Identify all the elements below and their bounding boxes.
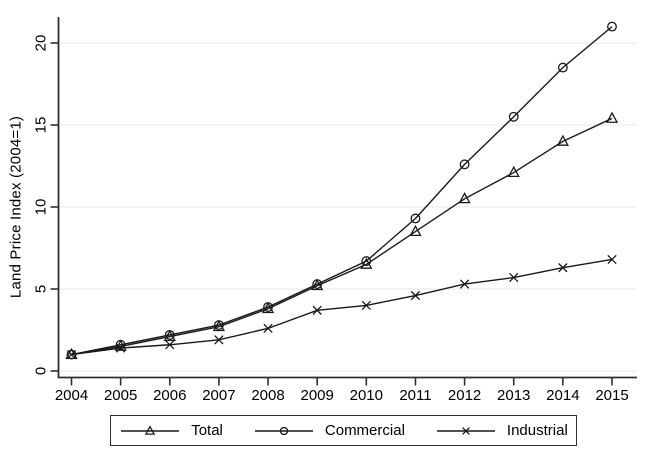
marker-commercial [508, 111, 519, 122]
legend-entry-total: Total [119, 422, 223, 439]
marker-industrial [165, 340, 175, 350]
marker-commercial [312, 279, 323, 290]
x-tick-label: 2013 [497, 387, 530, 404]
marker-total [409, 224, 422, 237]
commercial-line-circle-icon [254, 426, 313, 435]
marker-industrial [66, 349, 77, 360]
x-tick-label: 2009 [300, 387, 333, 404]
marker-commercial [607, 21, 617, 32]
marker-industrial [410, 290, 421, 301]
y-tick-label: 0 [32, 367, 49, 375]
legend-label-commercial: Commercial [324, 422, 405, 439]
y-tick-label: 20 [32, 35, 49, 52]
series-line-commercial [71, 26, 613, 356]
total-line-triangle-icon [121, 424, 180, 435]
x-tick-label: 2014 [546, 387, 579, 404]
marker-industrial [115, 343, 126, 353]
legend-label-total: Total [191, 422, 223, 439]
marker-commercial [263, 302, 273, 312]
marker-total [605, 111, 619, 123]
legend-entry-industrial: Industrial [435, 422, 568, 439]
x-tick-label: 2005 [104, 387, 137, 404]
legend-label-industrial: Industrial [506, 422, 568, 439]
x-tick-label: 2012 [448, 387, 481, 404]
x-tick-label: 2010 [350, 387, 383, 404]
marker-industrial [263, 323, 273, 334]
y-tick-label: 10 [32, 199, 49, 216]
x-tick-label: 2007 [202, 387, 235, 404]
marker-commercial [410, 213, 421, 224]
marker-total [556, 134, 569, 146]
legend-entry-commercial: Commercial [253, 422, 405, 439]
legend-marker-glyph [145, 424, 156, 435]
marker-commercial [115, 339, 126, 350]
marker-commercial [361, 256, 372, 267]
industrial-line-x-icon [436, 426, 495, 435]
marker-industrial [214, 335, 224, 345]
marker-industrial [459, 279, 470, 289]
marker-industrial [509, 272, 519, 283]
y-tick-label: 15 [32, 117, 49, 134]
x-tick-label: 2011 [399, 387, 431, 404]
legend-marker-glyph [279, 426, 289, 435]
legend-box: Total Commercial Industrial [110, 415, 577, 446]
marker-industrial [607, 254, 617, 265]
marker-commercial [459, 159, 470, 170]
marker-commercial [164, 329, 175, 340]
marker-commercial [213, 320, 224, 331]
x-tick-label: 2008 [251, 387, 284, 404]
x-tick-label: 2004 [55, 387, 88, 404]
legend-marker-glyph [462, 426, 470, 435]
marker-industrial [312, 305, 322, 315]
marker-industrial [361, 300, 371, 311]
marker-total [507, 165, 520, 178]
series-line-industrial [71, 258, 613, 356]
marker-commercial [557, 62, 568, 73]
marker-industrial [558, 263, 568, 273]
marker-total [458, 192, 471, 204]
x-tick-label: 2006 [153, 387, 186, 404]
x-tick-label: 2015 [595, 387, 628, 404]
marker-total [360, 257, 373, 269]
y-tick-label: 5 [32, 285, 49, 293]
y-axis-title: Land Price Index (2004=1) [7, 115, 25, 299]
series-line-total [71, 117, 613, 356]
